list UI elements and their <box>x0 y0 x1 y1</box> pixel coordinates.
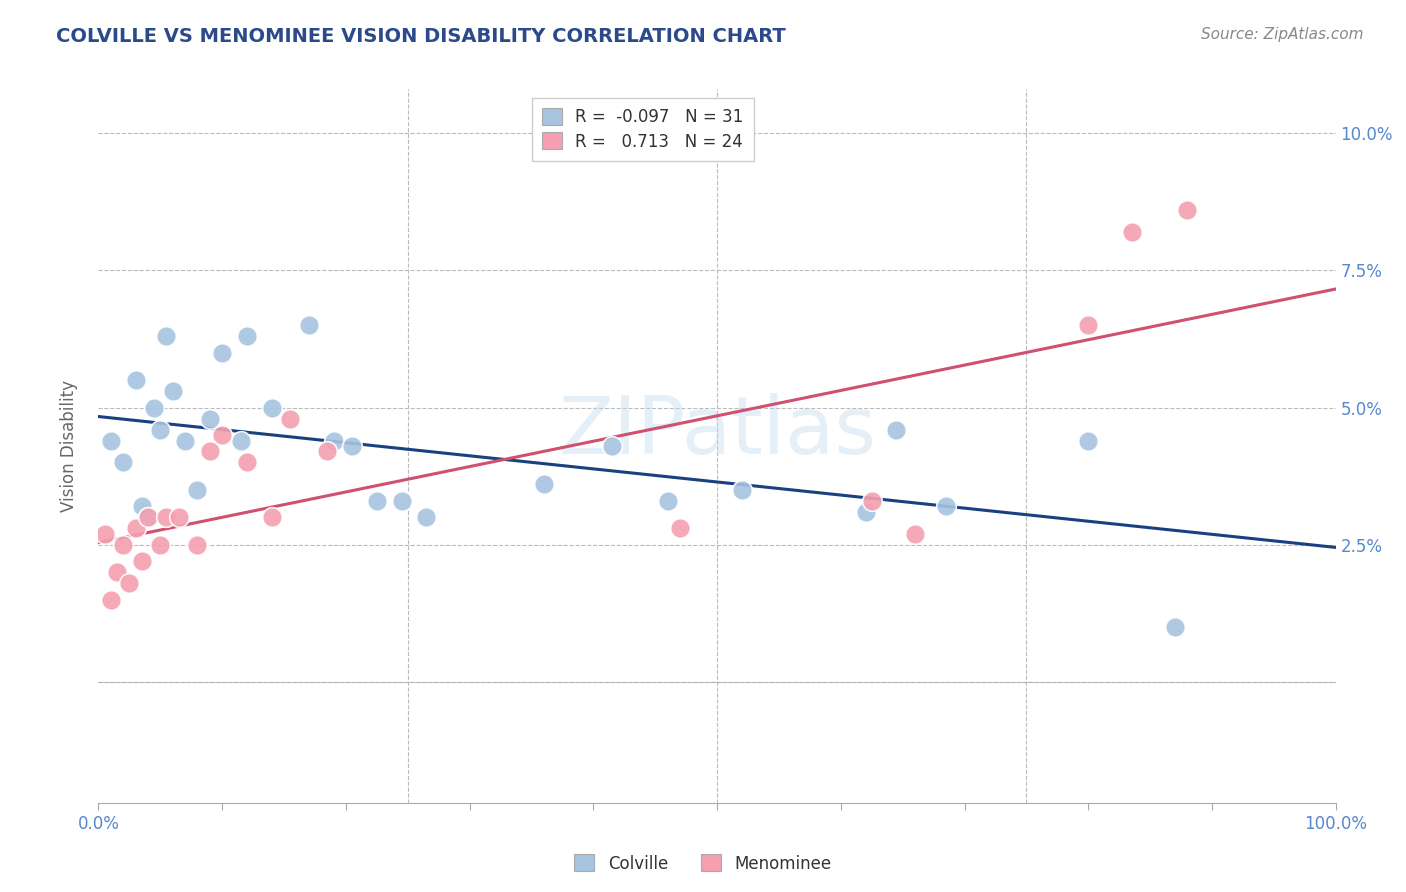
Point <box>366 494 388 508</box>
Point <box>533 477 555 491</box>
Point <box>105 566 128 580</box>
Point <box>278 411 301 425</box>
Point <box>198 444 221 458</box>
Y-axis label: Vision Disability: Vision Disability <box>59 380 77 512</box>
Point <box>149 538 172 552</box>
Point <box>1077 434 1099 448</box>
Point <box>136 510 159 524</box>
Point <box>93 526 115 541</box>
Point <box>149 423 172 437</box>
Point <box>340 439 363 453</box>
Point <box>236 329 259 343</box>
Point <box>1121 225 1143 239</box>
Point <box>260 510 283 524</box>
Point <box>1164 620 1187 634</box>
Point <box>112 455 135 469</box>
Point <box>669 521 692 535</box>
Point <box>131 500 153 514</box>
Text: ZIPatlas: ZIPatlas <box>558 392 876 471</box>
Point <box>415 510 437 524</box>
Point <box>855 505 877 519</box>
Point <box>731 483 754 497</box>
Point <box>198 411 221 425</box>
Point <box>167 510 190 524</box>
Point <box>100 434 122 448</box>
Point <box>600 439 623 453</box>
Point <box>904 526 927 541</box>
Point <box>211 345 233 359</box>
Point <box>186 483 208 497</box>
Point <box>322 434 344 448</box>
Point <box>236 455 259 469</box>
Point <box>186 538 208 552</box>
Point <box>112 538 135 552</box>
Point <box>136 510 159 524</box>
Point <box>886 423 908 437</box>
Point <box>155 510 177 524</box>
Point <box>260 401 283 415</box>
Text: Source: ZipAtlas.com: Source: ZipAtlas.com <box>1201 27 1364 42</box>
Point <box>1077 318 1099 333</box>
Point <box>162 384 184 398</box>
Point <box>1175 202 1198 217</box>
Point <box>229 434 252 448</box>
Point <box>935 500 957 514</box>
Point <box>391 494 413 508</box>
Point <box>174 434 197 448</box>
Point <box>657 494 679 508</box>
Point <box>124 521 146 535</box>
Point <box>298 318 321 333</box>
Legend: Colville, Menominee: Colville, Menominee <box>568 847 838 880</box>
Legend: R =  -0.097   N = 31, R =   0.713   N = 24: R = -0.097 N = 31, R = 0.713 N = 24 <box>531 97 754 161</box>
Point <box>860 494 883 508</box>
Text: COLVILLE VS MENOMINEE VISION DISABILITY CORRELATION CHART: COLVILLE VS MENOMINEE VISION DISABILITY … <box>56 27 786 45</box>
Point <box>118 576 141 591</box>
Point <box>131 554 153 568</box>
Point <box>316 444 339 458</box>
Point <box>211 428 233 442</box>
Point <box>100 592 122 607</box>
Point <box>155 329 177 343</box>
Point <box>124 373 146 387</box>
Point <box>143 401 166 415</box>
